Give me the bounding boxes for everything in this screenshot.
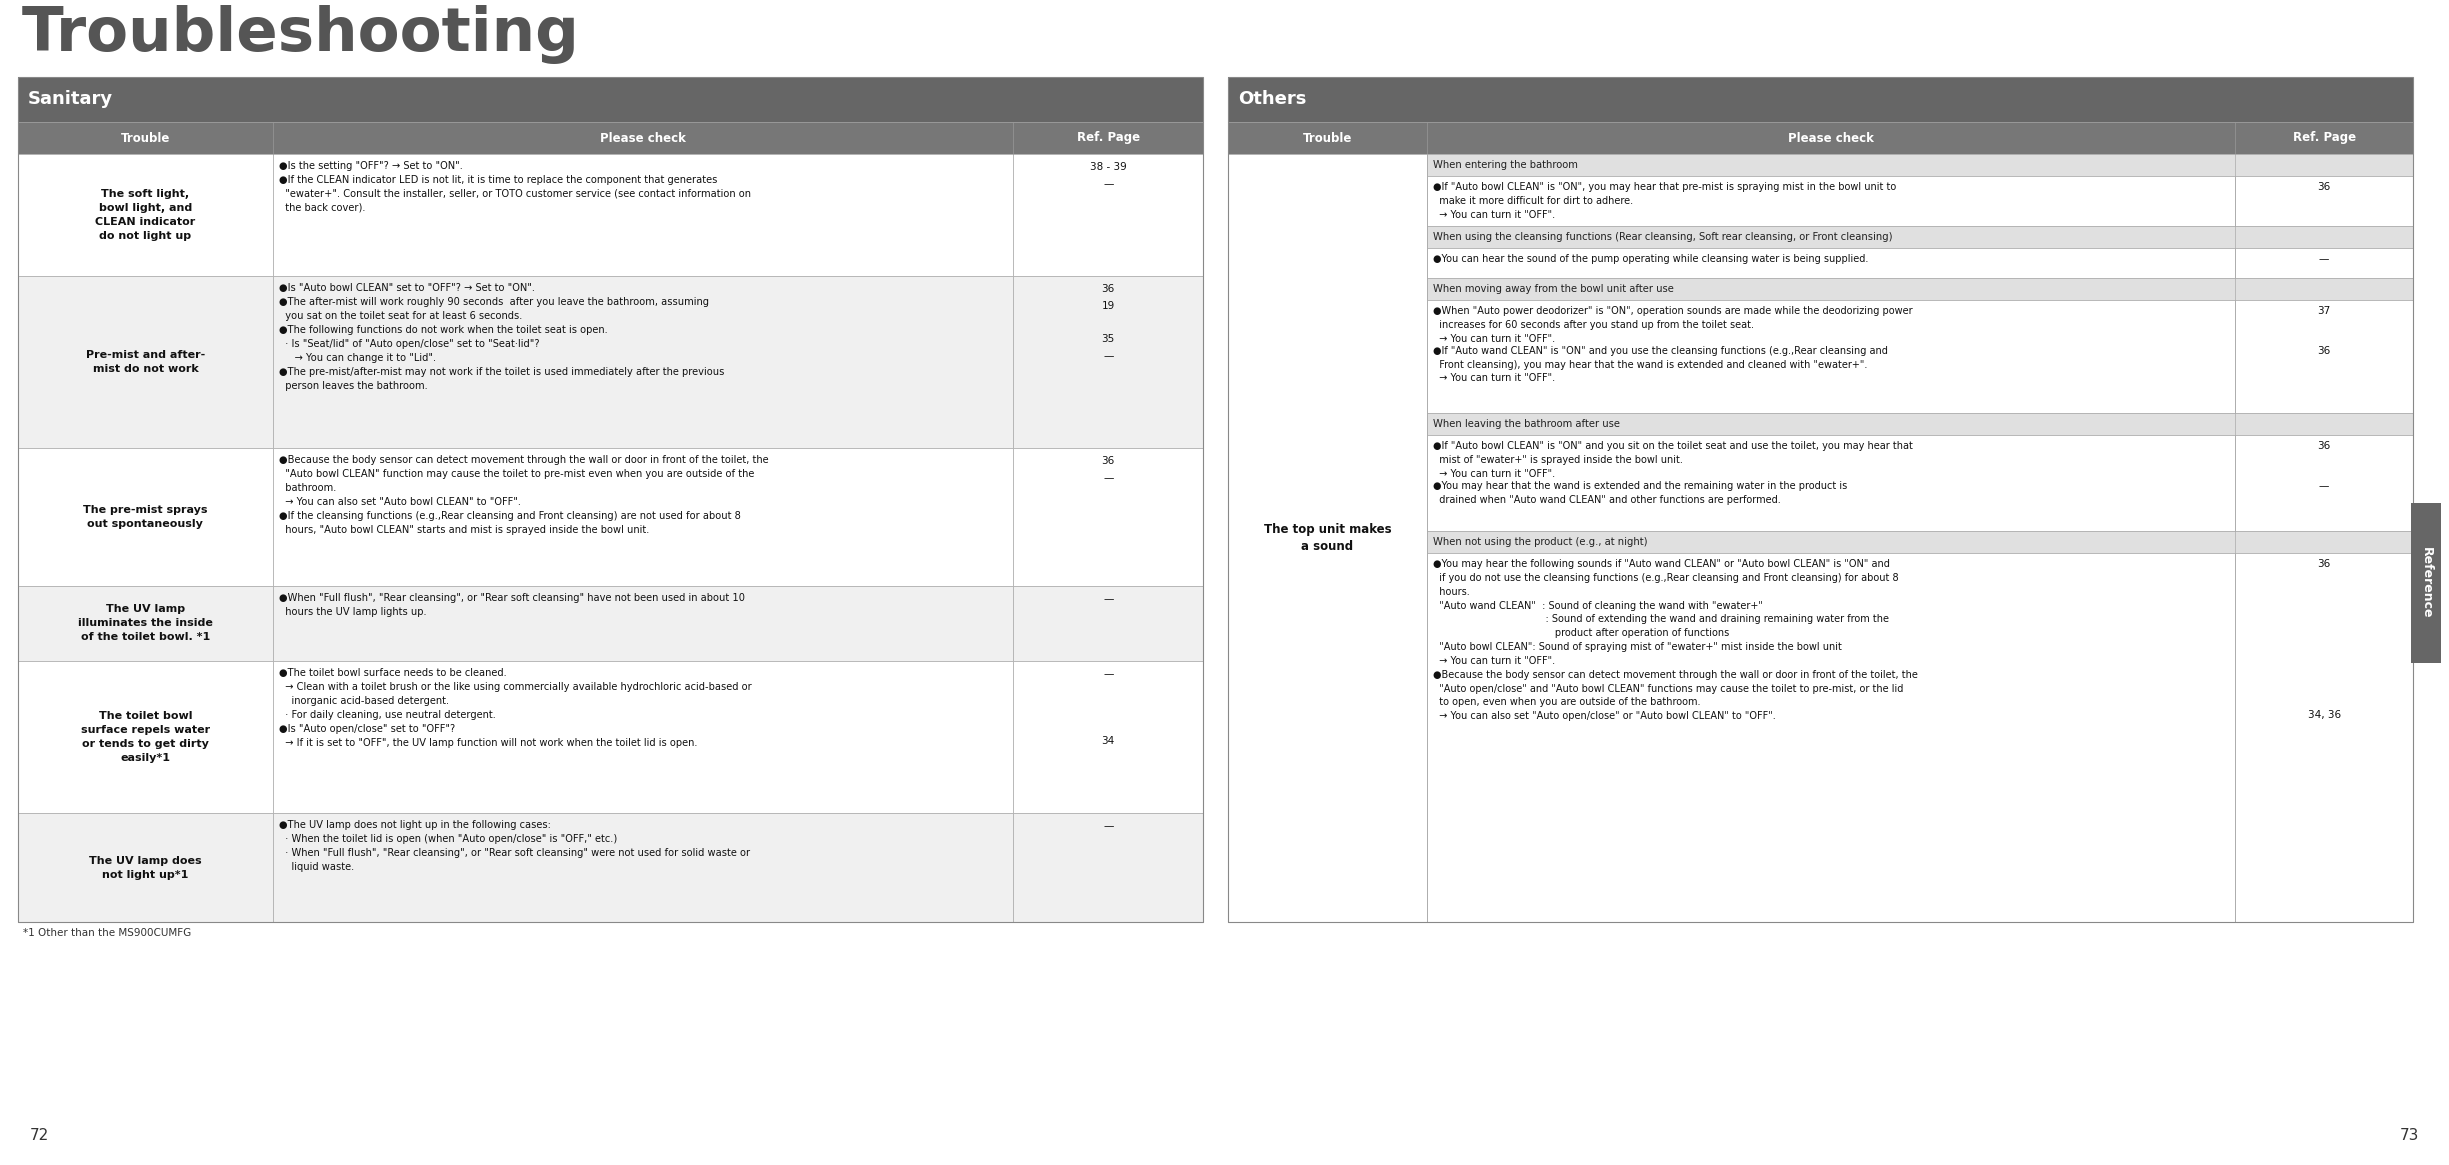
Text: 36
—: 36 —: [1102, 456, 1114, 482]
Bar: [1428, 553, 2236, 922]
Bar: [1227, 154, 1428, 922]
Bar: [17, 813, 272, 922]
Text: ●Is the setting "OFF"? → Set to "ON".
●If the CLEAN indicator LED is not lit, it: ●Is the setting "OFF"? → Set to "ON". ●I…: [279, 161, 752, 213]
Text: The soft light,
bowl light, and
CLEAN indicator
do not light up: The soft light, bowl light, and CLEAN in…: [96, 189, 196, 241]
Bar: [1428, 301, 2236, 414]
Text: When using the cleansing functions (Rear cleansing, Soft rear cleansing, or Fron: When using the cleansing functions (Rear…: [1433, 232, 1893, 242]
Bar: [1014, 154, 1202, 276]
Bar: [2236, 248, 2412, 278]
Text: 36








34, 36: 36 34, 36: [2307, 559, 2341, 720]
Bar: [2236, 301, 2412, 414]
Bar: [17, 77, 1202, 122]
Text: When moving away from the bowl unit after use: When moving away from the bowl unit afte…: [1433, 284, 1675, 294]
Text: When entering the bathroom: When entering the bathroom: [1433, 160, 1577, 170]
Text: 36: 36: [2317, 346, 2331, 355]
Text: When leaving the bathroom after use: When leaving the bathroom after use: [1433, 419, 1621, 429]
Bar: [272, 449, 1014, 586]
Bar: [2236, 435, 2412, 531]
Text: 72: 72: [29, 1128, 49, 1143]
Bar: [1014, 276, 1202, 449]
Text: Trouble: Trouble: [120, 132, 169, 144]
Text: ●The UV lamp does not light up in the following cases:
  · When the toilet lid i: ●The UV lamp does not light up in the fo…: [279, 820, 749, 871]
Text: Pre-mist and after-
mist do not work: Pre-mist and after- mist do not work: [86, 350, 206, 374]
Text: —



34: — 34: [1102, 669, 1114, 747]
Text: 36
19

35
—: 36 19 35 —: [1102, 284, 1114, 361]
Text: Troubleshooting: Troubleshooting: [22, 5, 580, 64]
Text: ●The toilet bowl surface needs to be cleaned.
  → Clean with a toilet brush or t: ●The toilet bowl surface needs to be cle…: [279, 668, 752, 748]
Text: ●When "Auto power deodorizer" is "ON", operation sounds are made while the deodo: ●When "Auto power deodorizer" is "ON", o…: [1433, 306, 1913, 344]
Bar: [1428, 226, 2412, 248]
Text: When not using the product (e.g., at night): When not using the product (e.g., at nig…: [1433, 537, 1648, 548]
Text: The UV lamp
illuminates the inside
of the toilet bowl. *1: The UV lamp illuminates the inside of th…: [78, 605, 213, 643]
Bar: [2236, 176, 2412, 226]
Text: Reference: Reference: [2420, 546, 2432, 619]
Bar: [1227, 77, 2412, 922]
Bar: [1227, 77, 2412, 122]
Bar: [1014, 813, 1202, 922]
Bar: [17, 661, 272, 813]
Bar: [1428, 435, 2236, 531]
Bar: [272, 276, 1014, 449]
Bar: [1428, 278, 2412, 301]
Text: Please check: Please check: [600, 132, 686, 144]
Text: ●You may hear the following sounds if "Auto wand CLEAN" or "Auto bowl CLEAN" is : ●You may hear the following sounds if "A…: [1433, 559, 1918, 721]
Text: The pre-mist sprays
out spontaneously: The pre-mist sprays out spontaneously: [83, 504, 208, 529]
Bar: [1428, 154, 2412, 176]
Text: The toilet bowl
surface repels water
or tends to get dirty
easily*1: The toilet bowl surface repels water or …: [81, 711, 211, 763]
Bar: [17, 276, 272, 449]
Bar: [272, 813, 1014, 922]
Bar: [17, 77, 1202, 922]
Bar: [272, 661, 1014, 813]
Text: ●If "Auto bowl CLEAN" is "ON", you may hear that pre-mist is spraying mist in th: ●If "Auto bowl CLEAN" is "ON", you may h…: [1433, 182, 1896, 220]
Bar: [17, 586, 272, 661]
Text: ●If "Auto bowl CLEAN" is "ON" and you sit on the toilet seat and use the toilet,: ●If "Auto bowl CLEAN" is "ON" and you si…: [1433, 442, 1913, 479]
Bar: [1428, 248, 2236, 278]
Text: Others: Others: [1239, 91, 1305, 108]
Text: Please check: Please check: [1788, 132, 1873, 144]
Text: —: —: [2319, 481, 2329, 490]
Text: —: —: [1102, 594, 1114, 603]
Text: The top unit makes
a sound: The top unit makes a sound: [1264, 522, 1391, 553]
Text: ●If "Auto wand CLEAN" is "ON" and you use the cleansing functions (e.g.,Rear cle: ●If "Auto wand CLEAN" is "ON" and you us…: [1433, 346, 1888, 383]
Text: 38 - 39
—: 38 - 39 —: [1090, 162, 1127, 189]
Text: Ref. Page: Ref. Page: [1078, 132, 1139, 144]
Text: —: —: [1102, 821, 1114, 831]
Text: ●Is "Auto bowl CLEAN" set to "OFF"? → Set to "ON".
●The after-mist will work rou: ●Is "Auto bowl CLEAN" set to "OFF"? → Se…: [279, 283, 725, 391]
Bar: [1428, 531, 2412, 553]
Text: —: —: [2319, 254, 2329, 264]
Text: The UV lamp does
not light up*1: The UV lamp does not light up*1: [88, 855, 201, 880]
Bar: [17, 154, 272, 276]
Text: ●You can hear the sound of the pump operating while cleansing water is being sup: ●You can hear the sound of the pump oper…: [1433, 254, 1869, 264]
Bar: [2410, 502, 2442, 663]
Text: Ref. Page: Ref. Page: [2292, 132, 2356, 144]
Text: 73: 73: [2400, 1128, 2420, 1143]
Text: ●You may hear that the wand is extended and the remaining water in the product i: ●You may hear that the wand is extended …: [1433, 481, 1847, 504]
Bar: [1014, 449, 1202, 586]
Bar: [17, 449, 272, 586]
Text: 36: 36: [2317, 182, 2331, 192]
Text: *1 Other than the MS900CUMFG: *1 Other than the MS900CUMFG: [22, 929, 191, 938]
Bar: [1014, 661, 1202, 813]
Bar: [272, 586, 1014, 661]
Bar: [1428, 176, 2236, 226]
Bar: [2236, 553, 2412, 922]
Text: ●Because the body sensor can detect movement through the wall or door in front o: ●Because the body sensor can detect move…: [279, 456, 769, 535]
Bar: [1428, 414, 2412, 435]
Text: 36: 36: [2317, 442, 2331, 451]
Bar: [1014, 586, 1202, 661]
Text: Trouble: Trouble: [1303, 132, 1352, 144]
Bar: [272, 154, 1014, 276]
Bar: [1227, 122, 2412, 154]
Text: Sanitary: Sanitary: [27, 91, 113, 108]
Text: ●When "Full flush", "Rear cleansing", or "Rear soft cleansing" have not been use: ●When "Full flush", "Rear cleansing", or…: [279, 593, 744, 617]
Text: 37: 37: [2317, 306, 2331, 316]
Bar: [17, 122, 1202, 154]
